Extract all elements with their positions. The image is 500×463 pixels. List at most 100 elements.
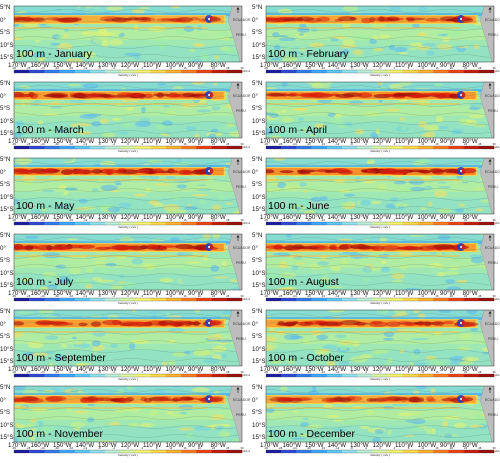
lon-label: 140°W — [75, 442, 95, 449]
lon-label: 170°W — [260, 62, 279, 69]
land-south-america — [227, 310, 242, 366]
colorbar-tick: -28 — [26, 369, 31, 374]
colorbar-tick: 16 — [435, 65, 439, 70]
colorbar-segment — [326, 70, 343, 73]
lon-label: 130°W — [98, 442, 117, 449]
colorbar-tick: 8 — [155, 293, 158, 298]
depth-text: 100 m — [16, 48, 46, 60]
colorbar-tick: 30 — [240, 293, 244, 298]
colorbar-tick: -24 — [40, 141, 45, 146]
lon-label: 130°W — [98, 62, 117, 69]
colorbar-segment — [281, 70, 297, 73]
lat-label: 5°N — [252, 80, 263, 87]
separator-text: - — [297, 276, 306, 288]
lon-label: 100°W — [417, 290, 437, 297]
colorbar-tick: -12 — [83, 293, 88, 298]
lon-label: 80°W — [210, 442, 226, 449]
lon-label: 90°W — [440, 62, 456, 69]
colorbar-segment — [372, 450, 388, 453]
velocity-field — [266, 386, 494, 442]
lat-label: 0° — [0, 168, 6, 176]
colorbar-segment — [266, 450, 282, 453]
colorbar-tick: -24 — [40, 293, 45, 298]
colorbar-segment — [90, 374, 106, 377]
lon-label: 80°W — [462, 214, 478, 221]
month-label: 100 m - September — [16, 353, 106, 364]
colorbar-tick: 4 — [141, 369, 144, 374]
colorbar-tick: 28 — [478, 445, 482, 450]
lon-label: 130°W — [350, 366, 369, 373]
lon-label: 160°W — [30, 62, 50, 69]
lon-label: 120°W — [372, 442, 392, 449]
colorbar-tick: -30 — [11, 65, 17, 70]
colorbar-segment — [311, 222, 327, 225]
lon-label: 150°W — [53, 62, 72, 69]
lat-label: 5°N — [252, 4, 263, 11]
lat-label: 5°S — [252, 181, 263, 188]
colorbar-tick: 0 — [127, 217, 129, 222]
lon-label: 170°W — [8, 290, 27, 297]
lon-label: 150°W — [305, 214, 324, 221]
velocity-field — [266, 158, 494, 214]
colorbar-tick: 0 — [127, 293, 129, 298]
lon-label: 160°W — [282, 442, 302, 449]
lon-label: 150°W — [305, 442, 324, 449]
colorbar-tick: 0 — [379, 141, 381, 146]
month-text: November — [54, 428, 103, 440]
lon-label: 170°W — [8, 366, 27, 373]
colorbar-tick: 24 — [211, 217, 216, 222]
colorbar-segment — [14, 298, 30, 301]
colorbar-segment — [402, 146, 419, 149]
colorbar-segment — [296, 222, 312, 225]
colorbar-tick: 0 — [127, 65, 129, 70]
lon-label: 140°W — [327, 62, 347, 69]
colorbar-segment — [211, 298, 227, 301]
colorbar-segment — [387, 374, 403, 377]
land-label-peru: PERU — [488, 261, 498, 265]
colorbar-tick: 24 — [463, 293, 468, 298]
lon-label: 90°W — [440, 138, 456, 145]
colorbar-segment — [14, 450, 30, 453]
lon-label: 130°W — [350, 214, 369, 221]
colorbar-segment — [433, 222, 449, 225]
lat-label: 0° — [0, 92, 6, 100]
colorbar-title: Velocity ( m/s ) — [370, 452, 390, 457]
colorbar-tick: -24 — [292, 65, 297, 70]
lat-label: 0° — [0, 16, 6, 24]
lat-label: 15°S — [0, 130, 14, 137]
colorbar-tick: 4 — [141, 217, 144, 222]
colorbar-segment — [433, 374, 449, 377]
lat-label: 15°S — [0, 358, 14, 365]
land-label-ecuador: ECUADOR — [233, 246, 251, 250]
lon-label: 120°W — [120, 214, 140, 221]
colorbar-tick: 16 — [183, 141, 187, 146]
colorbar-tick: 0 — [127, 141, 129, 146]
lon-label: 140°W — [75, 366, 95, 373]
colorbar-tick: 24 — [211, 369, 216, 374]
colorbar-segment — [387, 450, 403, 453]
colorbar-segment — [266, 222, 282, 225]
colorbar-tick: 16 — [183, 445, 187, 450]
colorbar-tick: -4 — [112, 445, 116, 450]
colorbar-tick: -24 — [292, 445, 297, 450]
colorbar-tick: 8 — [407, 141, 410, 146]
colorbar — [13, 221, 243, 226]
colorbar-segment — [448, 70, 464, 73]
colorbar-tick: 4 — [141, 445, 144, 450]
lat-label: 5°S — [252, 105, 263, 112]
lon-label: 150°W — [53, 366, 72, 373]
colorbar-title: Velocity ( m/s ) — [118, 72, 138, 77]
separator-text: - — [297, 124, 306, 136]
colorbar-tick: 0 — [127, 445, 129, 450]
colorbar-segment — [387, 146, 403, 149]
colorbar-tick: -12 — [335, 369, 340, 374]
land-label-ecuador: ECUADOR — [233, 94, 251, 98]
lon-label: 170°W — [260, 366, 279, 373]
lon-label: 120°W — [372, 214, 392, 221]
month-text: April — [305, 124, 327, 136]
lon-label: 170°W — [8, 62, 27, 69]
colorbar-tick: 16 — [183, 293, 187, 298]
lon-label: 90°W — [188, 290, 204, 297]
colorbar-tick: 30 — [240, 217, 244, 222]
colorbar-tick: 20 — [449, 217, 453, 222]
